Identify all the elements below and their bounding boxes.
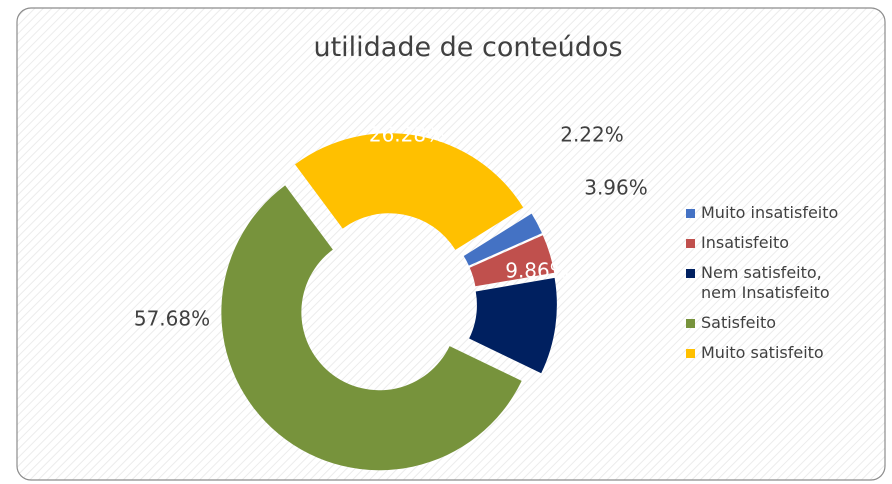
data-label: 26.28% [369, 123, 445, 147]
legend-label: Satisfeito [701, 313, 776, 332]
legend-swatch [686, 319, 695, 328]
data-label: 9.86% [505, 259, 569, 283]
data-label: 3.96% [584, 176, 648, 200]
legend-swatch [686, 349, 695, 358]
legend-label: Muito satisfeito [701, 343, 824, 362]
legend-label: Muito insatisfeito [701, 203, 839, 222]
legend-swatch [686, 239, 695, 248]
chart-title: utilidade de conteúdos [313, 32, 622, 63]
data-label: 2.22% [560, 123, 624, 147]
legend-item: Muito satisfeito [684, 343, 874, 363]
legend: Muito insatisfeito Insatisfeito Nem satisf… [684, 203, 874, 373]
legend-item: Nem satisfeito, nem Insatisfeito [684, 263, 874, 303]
legend-item: Satisfeito [684, 313, 874, 333]
legend-label: Nem satisfeito, nem Insatisfeito [701, 263, 830, 302]
donut-slice [469, 235, 555, 287]
donut-slice [463, 213, 542, 266]
donut-slice [469, 277, 557, 374]
legend-label: Insatisfeito [701, 233, 790, 252]
data-label: 57.68% [134, 307, 210, 331]
legend-item: Muito insatisfeito [684, 203, 874, 223]
donut-slice [221, 185, 522, 471]
legend-swatch [686, 209, 695, 218]
donut-slice [295, 133, 524, 250]
legend-swatch [686, 269, 695, 278]
legend-item: Insatisfeito [684, 233, 874, 253]
